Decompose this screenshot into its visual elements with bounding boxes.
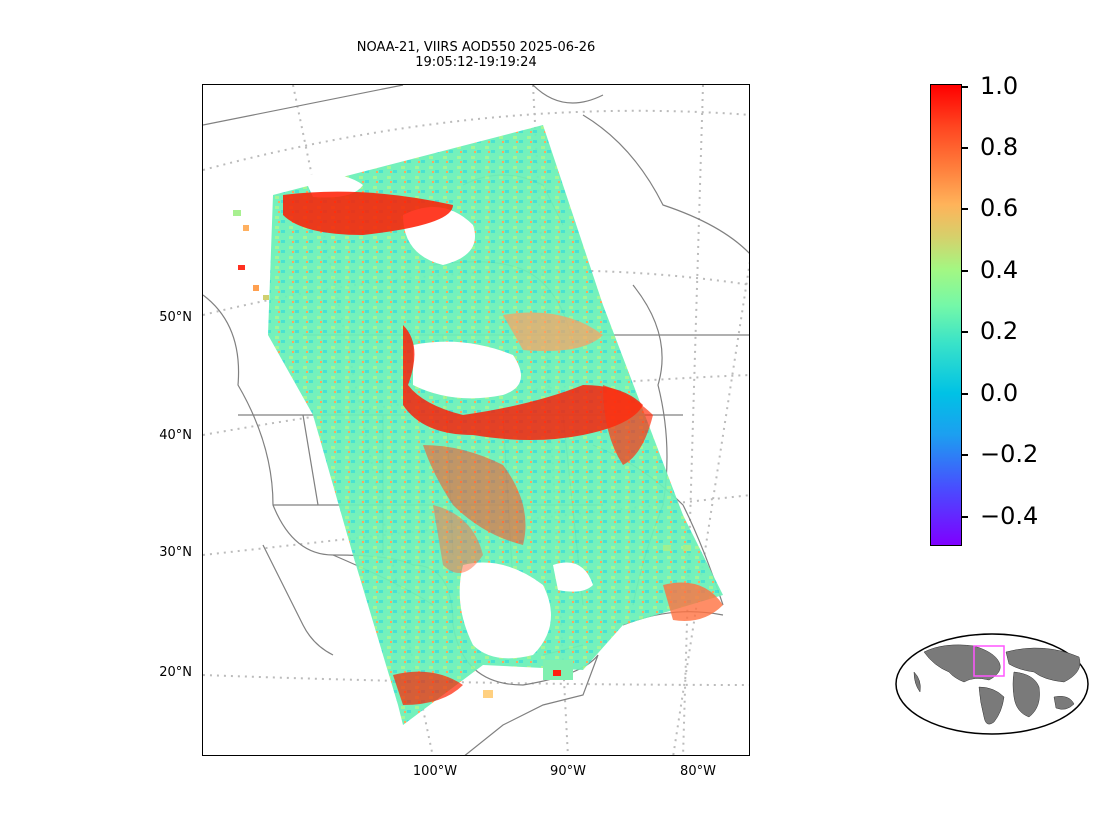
- colorbar-tick: [962, 208, 968, 210]
- colorbar-label-1-0: 1.0: [980, 72, 1019, 100]
- title-line-2: 19:05:12-19:19:24: [415, 55, 537, 70]
- colorbar-label-minus-0-4: −0.4: [980, 502, 1039, 530]
- colorbar-label-0-2: 0.2: [980, 317, 1019, 345]
- lat-label-50n: 50°N: [159, 310, 192, 325]
- colorbar-tick: [962, 147, 968, 149]
- aod-speckles: [233, 210, 691, 698]
- lat-label-20n: 20°N: [159, 665, 192, 680]
- colorbar-tick: [962, 516, 968, 518]
- lon-label-100w: 100°W: [412, 764, 458, 779]
- colorbar-tick: [962, 86, 968, 88]
- lon-label-80w: 80°W: [680, 764, 716, 779]
- colorbar-label-0-0: 0.0: [980, 379, 1019, 407]
- colorbar-tick: [962, 454, 968, 456]
- title-line-1: NOAA-21, VIIRS AOD550 2025-06-26: [356, 40, 596, 55]
- map-title: NOAA-21, VIIRS AOD550 2025-06-26 19:05:1…: [300, 40, 652, 70]
- lat-label-30n: 30°N: [159, 545, 192, 560]
- inset-region-box: [973, 645, 1005, 677]
- world-locator-icon: [894, 632, 1090, 736]
- map-panel[interactable]: [202, 84, 750, 756]
- lat-label-40n: 40°N: [159, 428, 192, 443]
- map-svg: [203, 85, 749, 755]
- colorbar-label-0-6: 0.6: [980, 194, 1019, 222]
- colorbar-tick: [962, 331, 968, 333]
- colorbar-label-0-4: 0.4: [980, 256, 1019, 284]
- lon-label-90w: 90°W: [550, 764, 586, 779]
- colorbar: [930, 84, 962, 546]
- colorbar-tick: [962, 270, 968, 272]
- aod-swath: [268, 125, 723, 725]
- colorbar-label-minus-0-2: −0.2: [980, 440, 1039, 468]
- colorbar-tick: [962, 393, 968, 395]
- colorbar-label-0-8: 0.8: [980, 133, 1019, 161]
